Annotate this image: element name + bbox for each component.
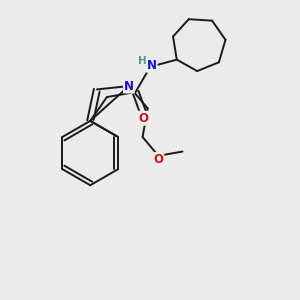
Text: O: O: [153, 153, 163, 166]
Text: N: N: [124, 80, 134, 93]
Text: H: H: [138, 56, 147, 66]
Text: O: O: [139, 112, 148, 125]
Text: N: N: [147, 59, 157, 72]
